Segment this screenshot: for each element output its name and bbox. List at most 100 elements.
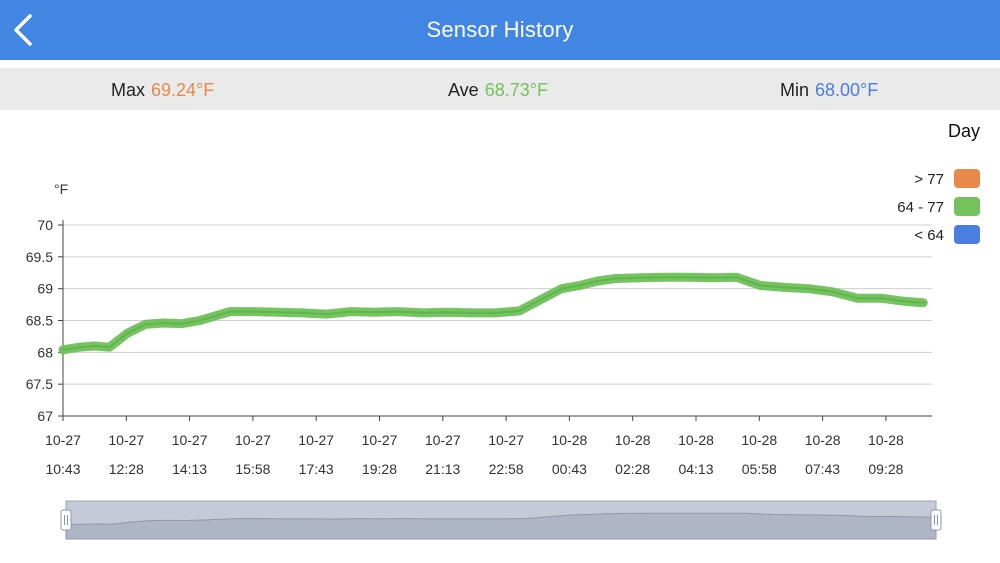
data-point xyxy=(228,310,232,313)
legend-label-low: < 64 xyxy=(914,227,944,244)
x-tick-label-time: 19:28 xyxy=(362,461,397,477)
x-tick-label-date: 10-27 xyxy=(45,432,81,448)
legend-swatch-low xyxy=(954,225,980,244)
x-tick-label-time: 14:13 xyxy=(172,461,207,477)
data-point xyxy=(735,276,738,279)
x-tick-label-time: 02:28 xyxy=(615,461,650,477)
x-tick-label-date: 10-27 xyxy=(362,432,398,448)
x-tick-label-date: 10-27 xyxy=(298,432,334,448)
data-point xyxy=(421,311,425,315)
data-point xyxy=(126,332,129,335)
data-point xyxy=(252,310,256,313)
x-tick-label-time: 17:43 xyxy=(299,461,334,477)
data-point xyxy=(662,276,666,279)
data-point xyxy=(560,287,563,290)
data-point xyxy=(397,310,400,313)
slider-sparkline xyxy=(65,512,937,540)
x-tick-label-date: 10-27 xyxy=(108,432,144,448)
min-label: Min xyxy=(780,80,810,100)
x-tick-label-date: 10-28 xyxy=(868,432,904,448)
back-button[interactable] xyxy=(8,12,42,48)
app-header: Sensor History xyxy=(0,0,1000,60)
data-point xyxy=(711,276,714,279)
y-tick-label: 69 xyxy=(37,281,53,297)
max-stat: Max 69.24°F xyxy=(111,80,214,101)
data-point xyxy=(759,284,762,287)
slider-handle-left[interactable] xyxy=(60,509,72,531)
data-point xyxy=(373,311,376,314)
legend-swatch-normal xyxy=(954,197,980,216)
series-line xyxy=(62,276,924,351)
legend-item-normal: 64 - 77 xyxy=(800,195,980,223)
data-point xyxy=(542,297,545,300)
x-tick-label-time: 09:28 xyxy=(868,461,903,477)
data-point xyxy=(108,346,111,349)
y-tick-label: 68.5 xyxy=(26,313,53,329)
x-tick-label-time: 05:58 xyxy=(742,461,777,477)
range-day-button[interactable]: Day xyxy=(947,121,980,141)
time-range-slider[interactable] xyxy=(0,495,1000,545)
y-tick-label: 68 xyxy=(37,344,53,360)
data-point xyxy=(445,311,449,314)
data-point xyxy=(596,279,599,283)
data-point xyxy=(922,301,925,304)
chevron-left-icon xyxy=(14,14,32,46)
slider-handle-right[interactable] xyxy=(930,509,942,531)
data-point xyxy=(78,346,81,349)
x-tick-label-time: 22:58 xyxy=(489,461,524,477)
legend-swatch-high xyxy=(954,169,980,188)
data-point xyxy=(807,287,810,290)
x-tick-label-date: 10-27 xyxy=(235,432,271,448)
data-point xyxy=(61,348,65,351)
y-axis-unit: °F xyxy=(54,181,68,197)
x-tick-label-date: 10-27 xyxy=(488,432,524,448)
data-point xyxy=(783,286,786,289)
data-point xyxy=(879,297,883,300)
data-point xyxy=(614,277,617,280)
data-point xyxy=(301,311,304,315)
x-tick-label-time: 12:28 xyxy=(109,461,144,477)
x-tick-label-time: 21:13 xyxy=(425,461,460,477)
chart-legend: > 77 64 - 77 < 64 xyxy=(800,167,980,251)
data-point xyxy=(855,297,859,300)
y-tick-label: 67.5 xyxy=(26,376,53,392)
data-point xyxy=(349,310,352,313)
min-stat: Min 68.00°F xyxy=(780,80,878,101)
legend-label-normal: 64 - 77 xyxy=(897,199,944,216)
x-tick-label-date: 10-28 xyxy=(551,432,587,448)
ave-label: Ave xyxy=(448,80,479,100)
min-value: 68.00°F xyxy=(815,80,879,100)
data-point xyxy=(144,323,147,326)
x-tick-label-date: 10-28 xyxy=(805,432,841,448)
max-value: 69.24°F xyxy=(151,80,215,100)
max-label: Max xyxy=(111,80,146,100)
stats-bar: Max 69.24°F Ave 68.73°F Min 68.00°F xyxy=(0,68,1000,110)
x-tick-label-date: 10-28 xyxy=(741,432,777,448)
ave-stat: Ave 68.73°F xyxy=(448,80,548,101)
data-point xyxy=(198,319,201,322)
x-tick-label-date: 10-28 xyxy=(615,432,651,448)
data-point xyxy=(638,276,642,279)
data-point xyxy=(162,321,165,325)
data-point xyxy=(831,290,834,293)
x-tick-label-date: 10-27 xyxy=(425,432,461,448)
x-tick-label-time: 15:58 xyxy=(235,461,270,477)
data-point xyxy=(494,311,497,315)
data-point xyxy=(277,311,280,314)
x-tick-label-date: 10-27 xyxy=(172,432,208,448)
data-point xyxy=(904,300,907,303)
data-point xyxy=(518,309,521,313)
ave-value: 68.73°F xyxy=(484,80,548,100)
page-title: Sensor History xyxy=(426,17,574,42)
temperature-chart: °F 70 69.5 69 68.5 68 67.5 67 10-27 10:43 10-27 12:… xyxy=(26,181,932,477)
x-tick-label-time: 07:43 xyxy=(805,461,840,477)
data-point xyxy=(93,344,96,348)
x-tick-label-time: 00:43 xyxy=(552,461,587,477)
y-tick-label: 69.5 xyxy=(26,249,53,265)
y-tick-label: 67 xyxy=(37,408,53,424)
data-point xyxy=(578,284,581,287)
legend-item-low: < 64 xyxy=(800,223,980,251)
x-tick-label-date: 10-28 xyxy=(678,432,714,448)
data-point xyxy=(180,322,183,325)
data-point xyxy=(687,276,690,279)
